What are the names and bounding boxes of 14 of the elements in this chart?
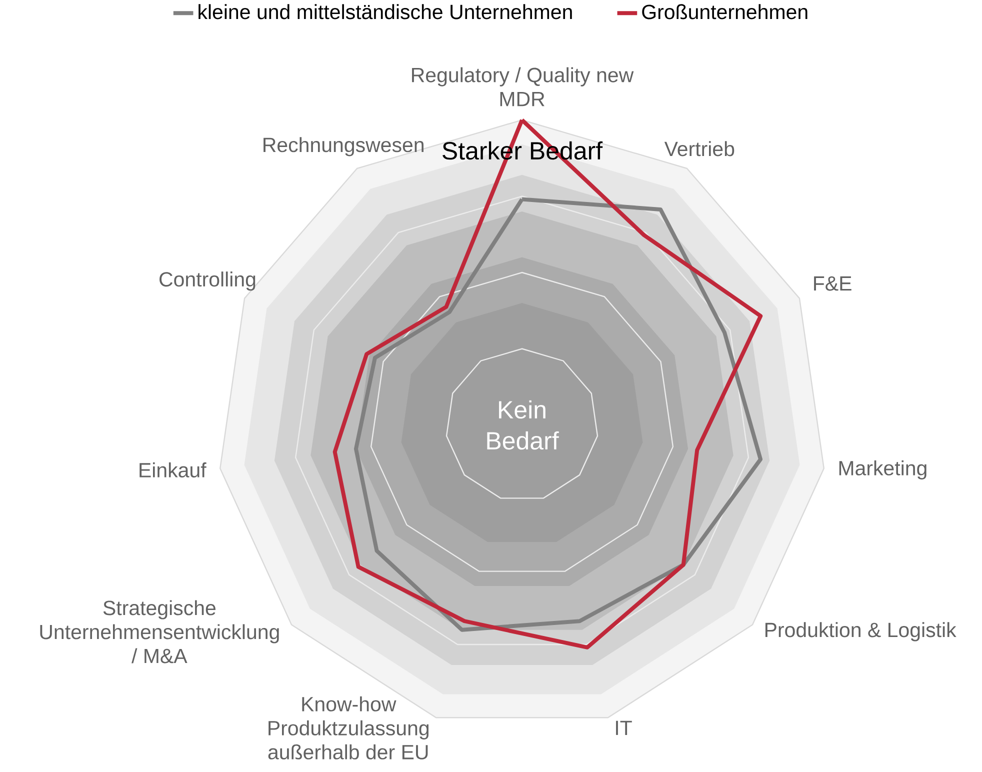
spoke-label: Einkauf [140,462,206,478]
spoke-label: Know-how Produktzulassung außerhalb der EU [268,696,429,760]
text: Kein Bedarf [487,400,559,450]
spoke-label: Strategische Unternehmensentwicklung / M&A [40,600,279,664]
spoke-label: Rechnungswesen [264,137,424,156]
spoke-label: Produktion & Logistik [765,622,956,642]
spoke-label: Controlling [160,272,256,291]
legend-label: kleine und mittelständische Unternehmen [198,4,572,20]
spoke-label: Vertrieb [664,141,734,156]
spoke-label: F&E [814,276,852,291]
spoke-label: Marketing [839,460,926,480]
legend-label: Großunternehmen [642,4,808,20]
spoke-label: Regulatory / Quality new MDR [412,67,634,106]
spoke-label: IT [616,720,632,735]
